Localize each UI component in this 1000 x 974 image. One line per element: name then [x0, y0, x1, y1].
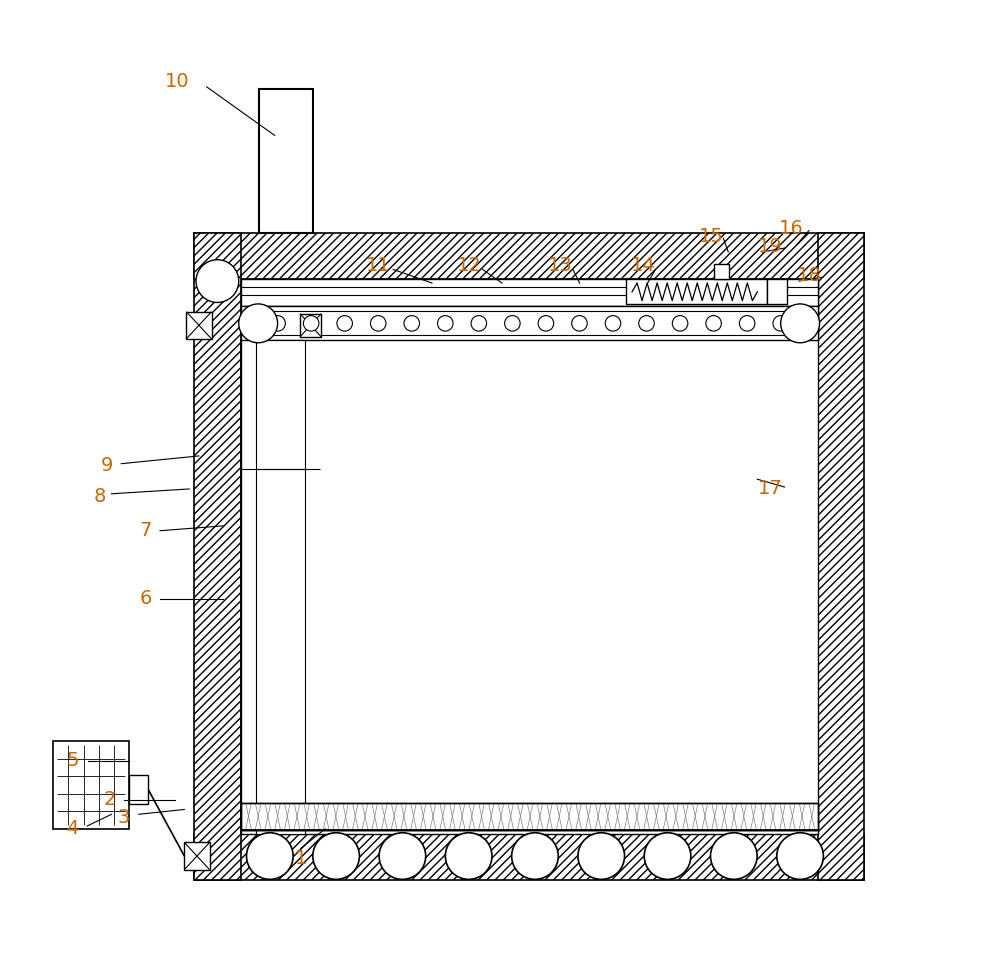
Bar: [241, 340, 256, 834]
Text: 17: 17: [758, 479, 782, 499]
Circle shape: [512, 833, 558, 880]
Circle shape: [438, 316, 453, 331]
Bar: [714, 264, 729, 280]
Circle shape: [578, 833, 625, 880]
Circle shape: [239, 304, 278, 343]
Text: 15: 15: [699, 227, 724, 245]
Bar: [256, 340, 305, 834]
Bar: [241, 280, 818, 834]
Circle shape: [605, 316, 621, 331]
Text: 11: 11: [366, 256, 391, 275]
Bar: [194, 233, 864, 280]
Circle shape: [739, 316, 755, 331]
Circle shape: [773, 316, 788, 331]
Text: 14: 14: [631, 256, 656, 275]
Text: 9: 9: [100, 456, 113, 475]
Bar: [194, 834, 864, 880]
Circle shape: [337, 316, 352, 331]
Circle shape: [644, 833, 691, 880]
Bar: [184, 843, 210, 870]
Circle shape: [781, 304, 820, 343]
Bar: [241, 307, 818, 340]
Text: 1: 1: [295, 848, 307, 868]
Circle shape: [471, 316, 487, 331]
Bar: [300, 314, 321, 337]
Bar: [241, 280, 818, 307]
Circle shape: [639, 316, 654, 331]
Bar: [241, 803, 818, 830]
Bar: [305, 340, 320, 834]
Bar: [259, 89, 313, 233]
Text: 3: 3: [118, 807, 130, 827]
Circle shape: [706, 316, 721, 331]
Text: 8: 8: [94, 487, 106, 506]
Bar: [53, 741, 129, 829]
Text: 2: 2: [103, 790, 116, 809]
Circle shape: [777, 833, 823, 880]
Text: 5: 5: [66, 751, 79, 770]
Circle shape: [313, 833, 359, 880]
Text: 7: 7: [139, 521, 152, 541]
Bar: [818, 233, 864, 880]
Text: 13: 13: [548, 256, 573, 275]
Circle shape: [379, 833, 426, 880]
Circle shape: [370, 316, 386, 331]
Circle shape: [711, 833, 757, 880]
Circle shape: [270, 316, 285, 331]
Circle shape: [404, 316, 420, 331]
Circle shape: [196, 260, 239, 303]
Text: 18: 18: [796, 266, 821, 284]
Circle shape: [572, 316, 587, 331]
Bar: [186, 312, 212, 339]
Text: 16: 16: [779, 219, 804, 239]
Circle shape: [538, 316, 554, 331]
Bar: [626, 280, 767, 305]
Text: 10: 10: [165, 71, 190, 91]
Bar: [194, 233, 241, 880]
Bar: [241, 803, 818, 830]
Circle shape: [505, 316, 520, 331]
Text: 19: 19: [758, 237, 782, 255]
Bar: [767, 280, 787, 305]
Circle shape: [247, 833, 293, 880]
Text: 12: 12: [457, 256, 481, 275]
Text: 6: 6: [139, 589, 152, 608]
Circle shape: [445, 833, 492, 880]
Bar: [129, 775, 148, 805]
Circle shape: [672, 316, 688, 331]
Text: 4: 4: [66, 819, 79, 839]
Circle shape: [303, 316, 319, 331]
